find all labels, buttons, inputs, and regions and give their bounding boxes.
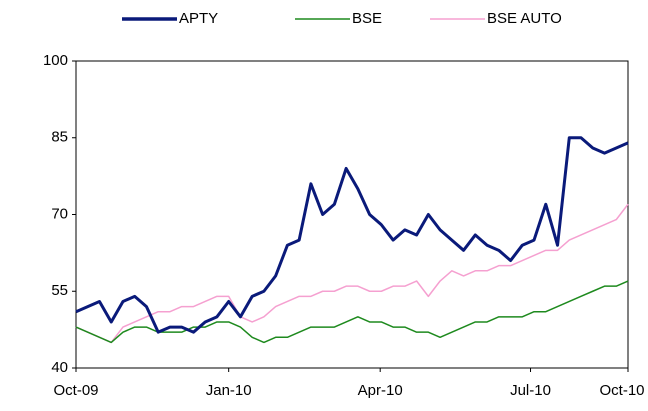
x-tick-label: Jan-10 [206,382,252,399]
y-tick-label: 40 [51,359,68,376]
x-tick-label: Oct-10 [599,382,644,399]
series-line [75,136,629,334]
y-tick-label: 70 [51,205,68,222]
legend-label: APTY [179,10,218,27]
y-tick-label: 55 [51,282,68,299]
plot-frame [75,60,629,369]
y-tick-label: 100 [43,52,68,69]
x-tick-label: Apr-10 [358,382,403,399]
x-tick-label: Oct-09 [53,382,98,399]
series-line [75,280,629,344]
x-tick-label: Jul-10 [510,382,551,399]
y-tick-label: 85 [51,129,68,146]
legend-label: BSE [352,10,382,27]
series-line [75,203,629,344]
legend-label: BSE AUTO [487,10,562,27]
